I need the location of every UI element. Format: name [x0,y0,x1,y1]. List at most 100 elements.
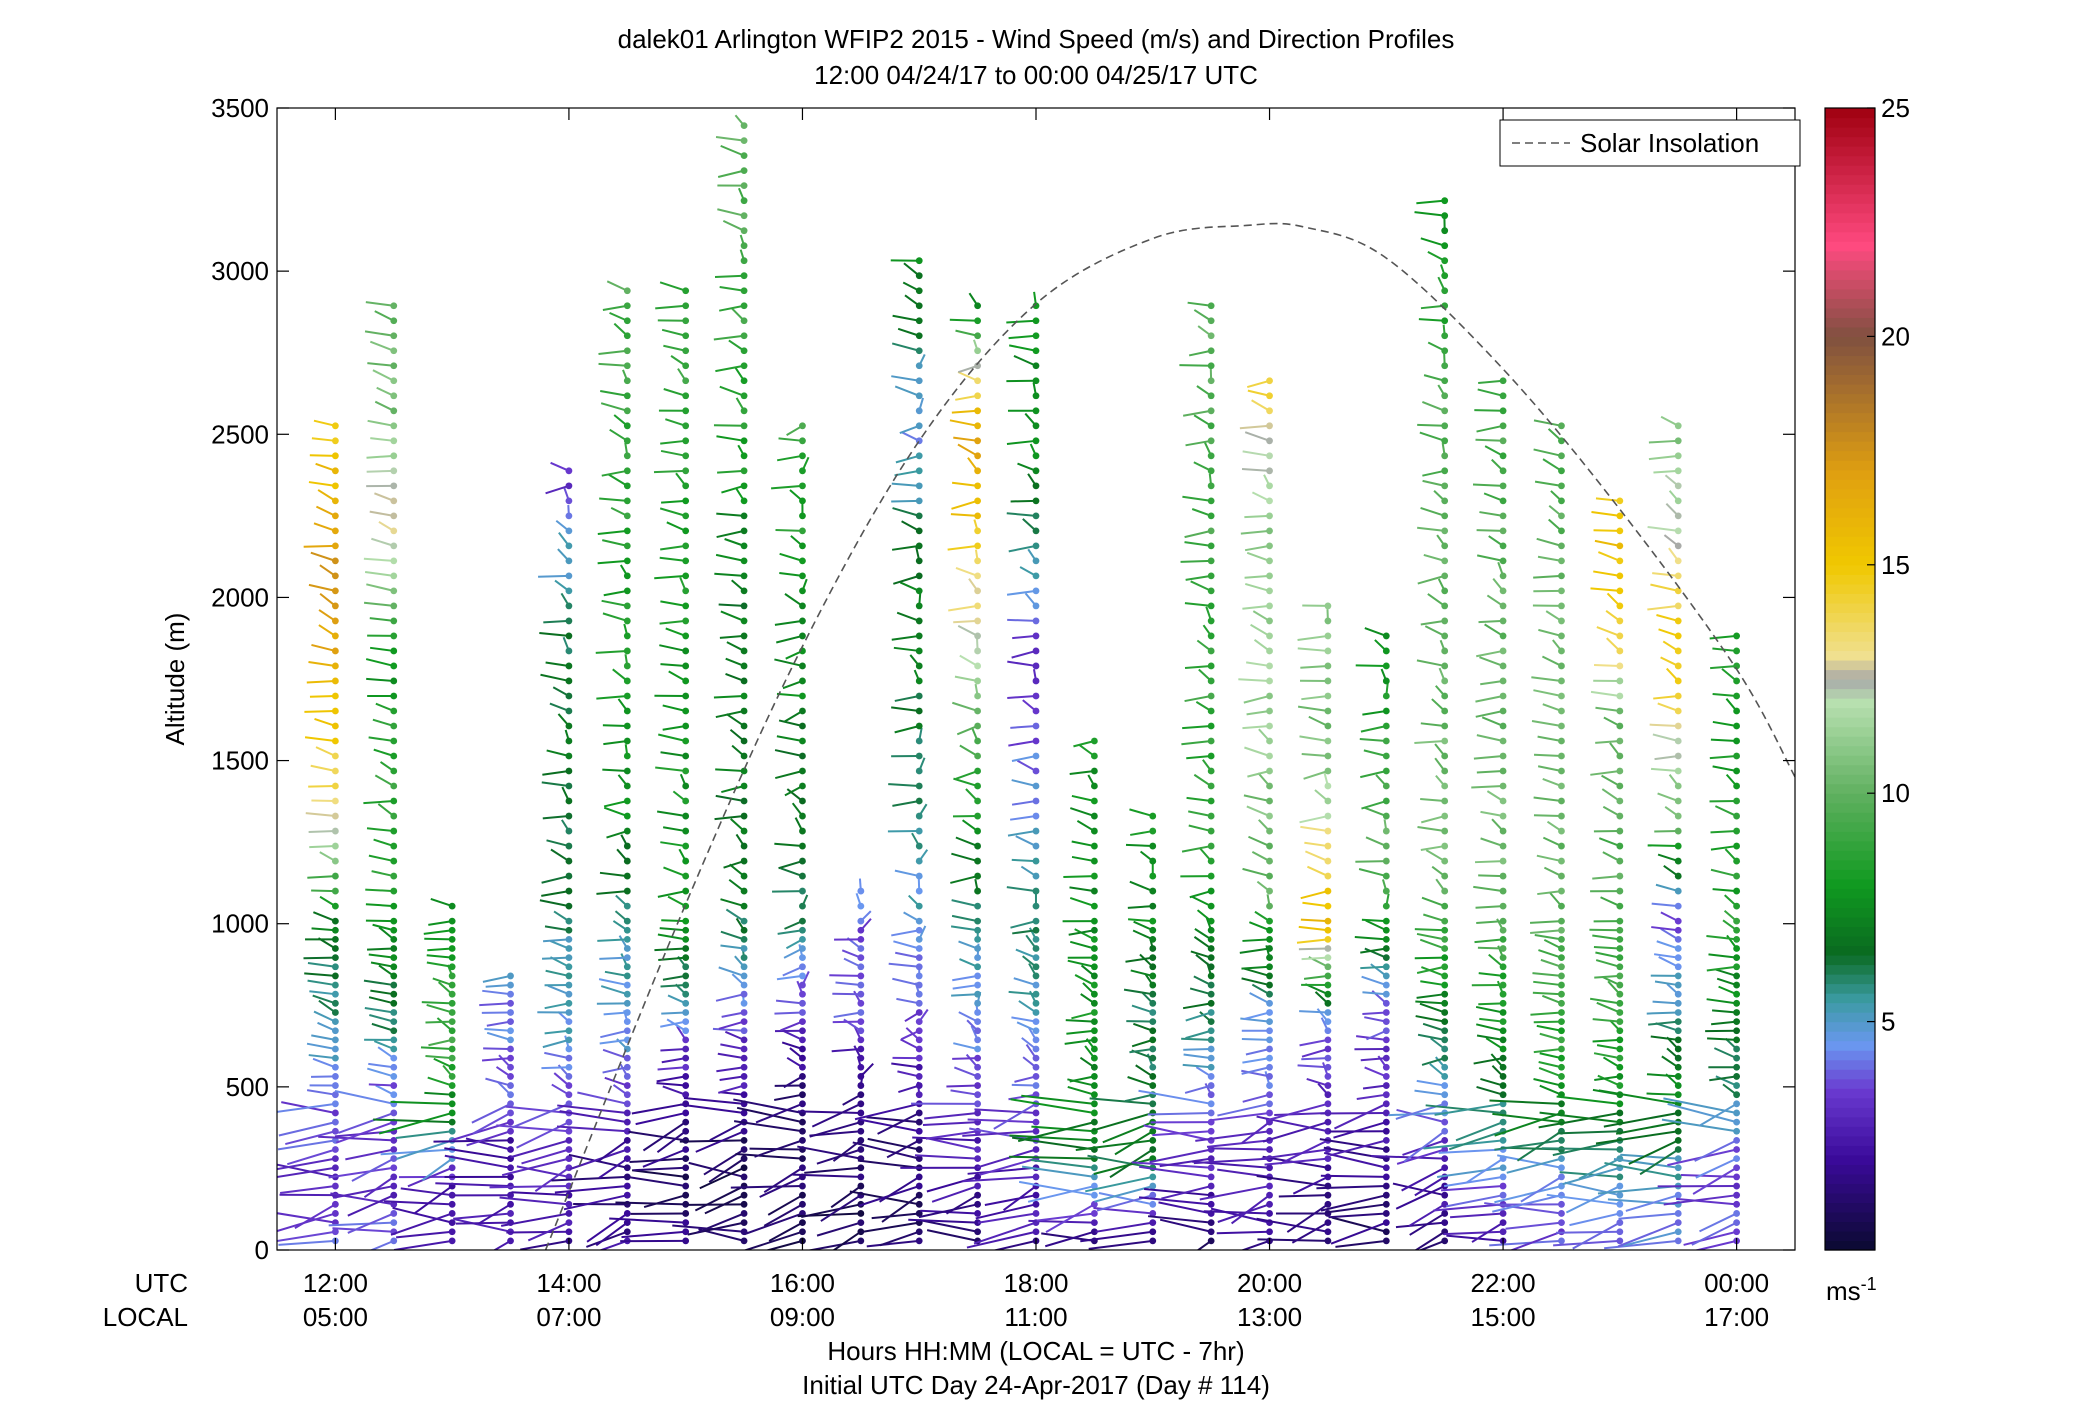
wind-barb-dot [915,557,923,565]
wind-barb-dot [1733,1036,1741,1044]
wind-barb [779,572,803,577]
wind-barb-dot [623,1219,631,1226]
wind-barb-dot [331,857,339,865]
wind-barb-dot [1733,1027,1741,1035]
wind-barb [956,725,978,736]
wind-barb-dot [857,1182,865,1190]
wind-barb [444,1147,511,1160]
wind-barb-dot [390,527,398,535]
wind-barb [602,768,628,773]
wind-barb [1416,932,1445,941]
wind-barb [899,424,920,435]
wind-barb-dot [915,347,923,355]
wind-barb [784,593,804,607]
wind-barb [1475,694,1504,703]
wind-barb-dot [974,527,982,535]
wind-barb-dot [390,662,398,670]
wind-barb-dot [974,1045,982,1053]
wind-barb-dot [1499,963,1507,971]
wind-barb-dot [1207,954,1215,962]
wind-barb [599,871,628,878]
wind-barb-dot [390,602,398,610]
wind-barb [396,1230,453,1239]
wind-barb-dot [390,737,398,745]
wind-barb [314,717,336,727]
wind-barb-dot [565,782,573,790]
wind-barb [1420,815,1445,824]
wind-barb-dot [1382,1219,1390,1226]
wind-barb-dot [1733,1219,1741,1226]
wind-barb-dot [1207,572,1215,580]
wind-barb-dot [740,497,748,505]
wind-barb-dot [915,972,923,980]
wind-barb-dot [1674,954,1682,962]
wind-barb-dot [915,1045,923,1053]
wind-barb-dot [1324,887,1332,895]
wind-barb [724,538,745,547]
wind-barb-dot [1616,557,1624,565]
wind-barb [1011,800,1037,806]
wind-barb [1492,1194,1562,1213]
wind-barb-dot [1441,617,1449,625]
wind-barb [485,984,511,988]
colorbar-band [1825,1173,1875,1184]
wind-barb-dot [1090,1054,1098,1062]
colorbar-band [1825,422,1875,433]
wind-barb-dot [1266,827,1273,835]
colorbar-band [1825,1069,1875,1080]
wind-barb-dot [1032,527,1040,535]
wind-barb-dot [799,872,806,880]
wind-barb-dot [740,917,748,925]
wind-barb-dot [974,362,982,370]
wind-barb-dot [390,827,398,835]
wind-barb-dot [974,752,982,760]
wind-barb-dot [799,857,806,865]
wind-barb-dot [1616,707,1624,715]
wind-barb-dot [799,954,806,962]
wind-barb-dot [799,542,806,550]
wind-barb-dot [740,452,748,460]
wind-barb [1420,619,1445,626]
wind-barb-dot [565,981,573,989]
wind-barb-dot [1207,1200,1215,1208]
wind-barb-dot [1674,467,1682,475]
wind-barb [369,646,394,652]
wind-barb-dot [915,1027,923,1035]
wind-barb [1421,966,1446,977]
wind-barb [718,966,745,977]
wind-barb [662,974,686,981]
wind-barb-dot [974,972,982,980]
wind-barb [1423,913,1445,923]
wind-barb-dot [1558,587,1565,595]
wind-barb-dot [1324,1228,1332,1236]
wind-barb-dot [1324,1100,1332,1108]
wind-barb-dot [448,981,456,989]
wind-barb-dot [974,1109,982,1117]
wind-barb-dot [1324,1219,1332,1226]
wind-barb-dot [915,1091,923,1099]
colorbar-band [1825,431,1875,442]
wind-barb [1240,529,1270,535]
wind-barb-dot [565,999,573,1007]
wind-barb [1538,949,1562,959]
wind-barb [364,330,394,337]
wind-barb [577,1091,628,1105]
wind-barb [1241,467,1270,472]
colorbar-band [1825,840,1875,851]
wind-barb-dot [1558,945,1565,952]
wind-barb [363,979,394,987]
wind-barb [1443,1175,1504,1188]
wind-barb-dot [1032,1146,1040,1153]
colorbar-band [1825,926,1875,937]
wind-barb-dot [1324,1237,1332,1245]
wind-barb-dot [1733,857,1741,865]
wind-barb [550,848,570,862]
wind-barb-dot [799,917,806,925]
wind-barb-dot [1207,797,1215,805]
wind-barb-dot [390,1146,398,1153]
wind-barb-dot [565,632,573,640]
wind-barb-dot [974,1091,982,1099]
wind-barb-dot [507,972,514,980]
